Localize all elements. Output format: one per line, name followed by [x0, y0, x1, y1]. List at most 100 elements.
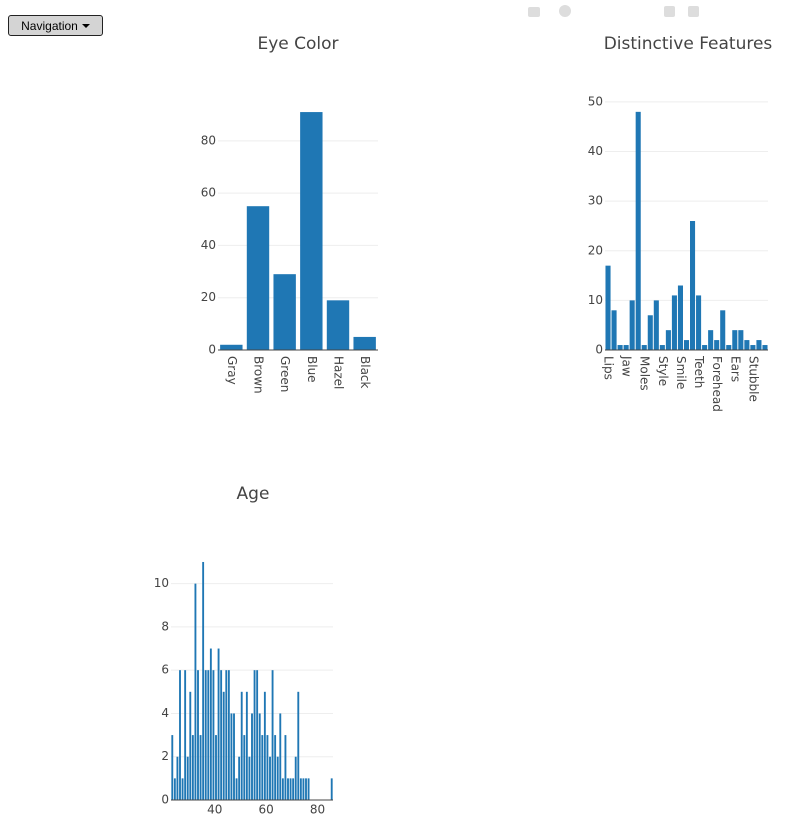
bar [683, 340, 690, 350]
y-tick-label: 40 [201, 238, 216, 252]
bar [629, 300, 635, 350]
histogram-bar [266, 735, 269, 800]
bar [708, 330, 714, 350]
y-tick-label: 80 [201, 133, 216, 147]
x-tick-label: Gray [225, 356, 239, 385]
chart-title: Eye Color [257, 34, 338, 54]
histogram-bar [263, 691, 266, 800]
toolbar [528, 5, 699, 17]
y-tick-label: 4 [161, 706, 169, 720]
x-tick-label: Teeth [692, 355, 706, 388]
bar [690, 221, 696, 350]
histogram-bar [261, 735, 264, 800]
y-tick-label: 8 [161, 619, 169, 633]
histogram-bar [248, 756, 251, 800]
histogram-bar [307, 778, 310, 800]
histogram-bar [299, 778, 302, 800]
caret-icon [81, 23, 90, 28]
x-tick-label: Brown [252, 356, 266, 394]
navigation-label: Navigation [21, 18, 78, 33]
histogram-bar [181, 778, 184, 800]
histogram-bar [204, 670, 207, 800]
histogram-bar [212, 670, 215, 800]
bar [726, 345, 732, 350]
bar [611, 310, 617, 350]
y-tick-label: 30 [588, 194, 603, 208]
bar [220, 344, 243, 350]
chart-title: Age [237, 484, 270, 504]
x-tick-label: 80 [310, 803, 325, 817]
bar [696, 295, 702, 350]
bar [756, 340, 762, 350]
histogram-bar [245, 691, 248, 800]
histogram-bar [209, 648, 212, 800]
bar [647, 315, 653, 350]
bar [720, 310, 726, 350]
histogram-bar [230, 713, 233, 800]
y-tick-label: 40 [588, 144, 603, 158]
histogram-bar [225, 670, 228, 800]
x-tick-label: Stubble [746, 356, 760, 402]
y-tick-label: 20 [588, 243, 603, 257]
x-tick-label: 60 [259, 803, 274, 817]
chart-title: Distinctive Features [604, 34, 773, 54]
histogram-bar [297, 691, 300, 800]
bar [732, 330, 738, 350]
histogram-bar [171, 735, 174, 800]
y-tick-label: 0 [595, 343, 603, 357]
histogram-bar [284, 735, 287, 800]
bar [326, 300, 350, 350]
histogram-bar [271, 670, 274, 800]
x-tick-label: Blue [305, 356, 319, 383]
x-tick-label: Moles [638, 356, 652, 391]
y-tick-label: 10 [154, 576, 169, 590]
bar [635, 111, 641, 350]
histogram-bar [202, 561, 205, 800]
bar [659, 345, 665, 350]
histogram-bar [184, 670, 187, 800]
bar [617, 345, 623, 350]
histogram-bar [281, 778, 284, 800]
histogram-bar [253, 670, 256, 800]
histogram-bar [258, 713, 261, 800]
y-tick-label: 60 [201, 186, 216, 200]
toolbar-icon [664, 6, 675, 17]
bar [665, 330, 671, 350]
histogram-bar [330, 778, 333, 800]
y-tick-label: 10 [588, 293, 603, 307]
bar [623, 345, 629, 350]
histogram-bar [227, 670, 230, 800]
histogram-bar [289, 778, 292, 800]
histogram-bar [233, 713, 235, 800]
toolbar-icon [559, 5, 571, 17]
histogram-bar [176, 756, 179, 800]
histogram-bar [294, 756, 297, 800]
histogram-bar [305, 778, 307, 800]
y-tick-label: 50 [588, 94, 603, 108]
bar [738, 330, 744, 350]
histogram-bar [220, 670, 223, 800]
bar [671, 295, 677, 350]
bar [702, 345, 708, 350]
histogram-bar [222, 691, 225, 800]
toolbar-icon [688, 6, 699, 17]
x-tick-label: Black [358, 356, 372, 389]
x-tick-label: Smile [674, 356, 688, 389]
bar [653, 300, 659, 350]
histogram-bar [238, 756, 241, 800]
bar [300, 112, 323, 351]
histogram-bar [256, 670, 259, 800]
navigation-button[interactable]: Navigation [8, 15, 103, 36]
histogram-bar [240, 691, 243, 800]
y-tick-label: 6 [161, 663, 169, 677]
histogram-bar [243, 735, 246, 800]
x-tick-label: Hazel [332, 356, 346, 389]
histogram-bar [197, 670, 199, 800]
histogram-bar [179, 670, 181, 800]
y-tick-label: 20 [201, 290, 216, 304]
bar [714, 340, 720, 350]
histogram-bar [276, 756, 279, 800]
bar [273, 274, 296, 350]
